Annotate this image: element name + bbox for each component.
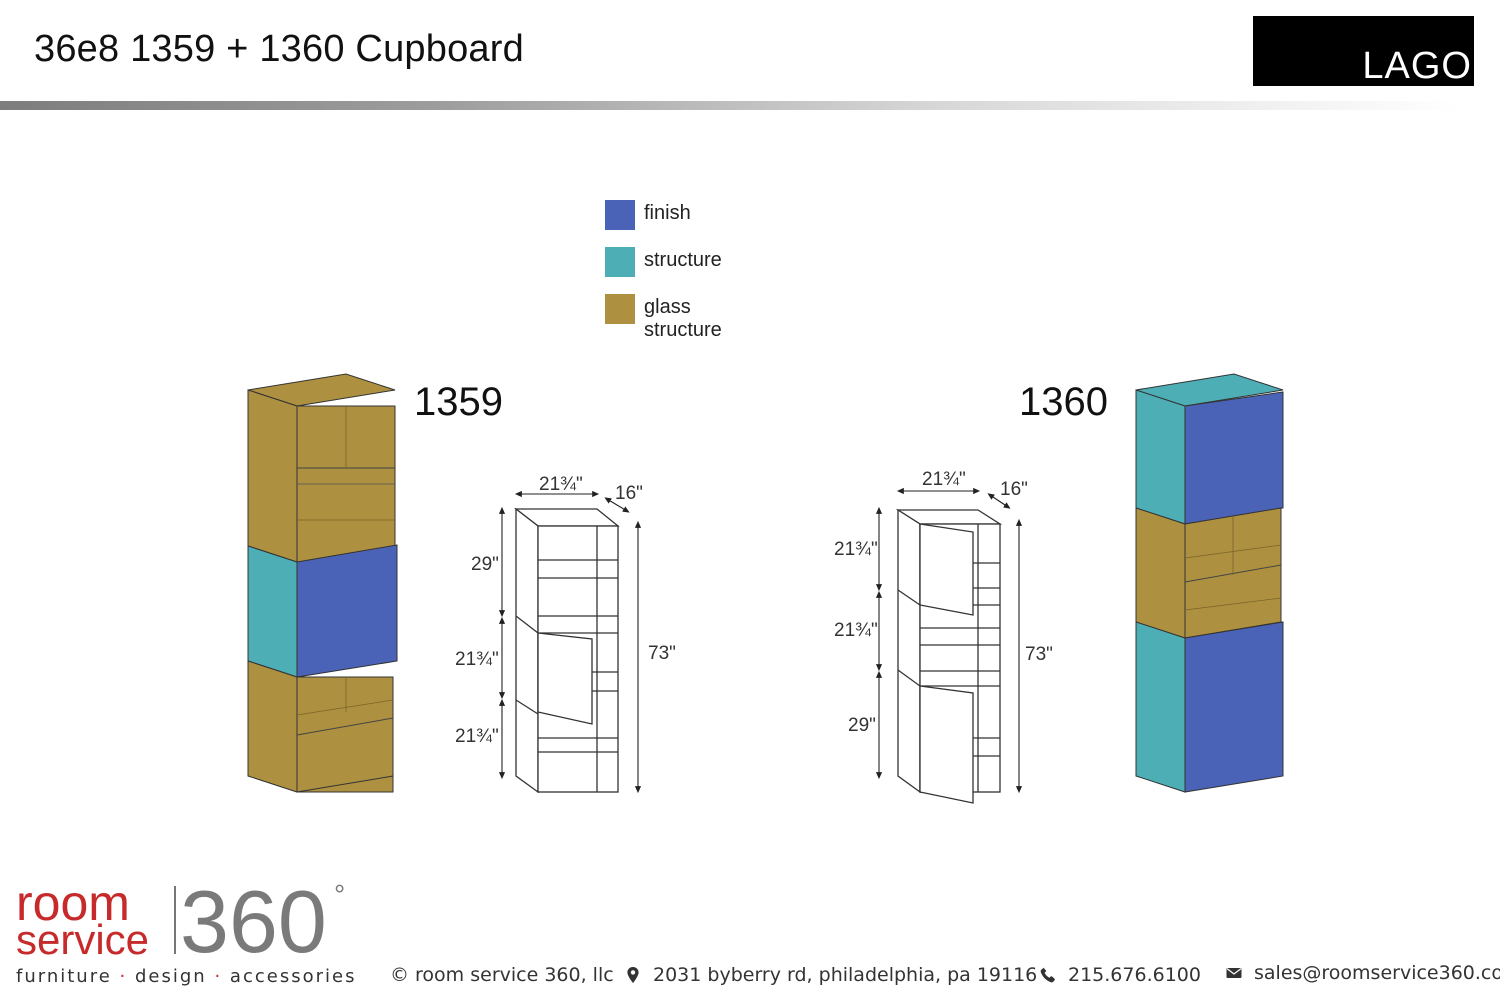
legend-swatch-glass-structure xyxy=(605,294,635,324)
render-1360-upper-door xyxy=(1184,391,1284,525)
model-label-1359: 1359 xyxy=(414,380,503,424)
tagline-separator: · xyxy=(119,966,128,987)
dimensions-1360 xyxy=(875,487,1023,794)
cupboard-diagrams: 21¾" 16" 29" 21¾" 21¾" 73" 21¾" 16" 21¾"… xyxy=(247,373,1284,804)
dim-1359-section-bottom: 21¾" xyxy=(455,726,499,747)
logo-degree-mark: ° xyxy=(334,879,345,910)
legend-label: structure xyxy=(644,249,722,271)
phone-item: 215.676.6100 xyxy=(1040,964,1201,986)
tagline-word: furniture xyxy=(16,966,112,987)
render-1360-upper-side xyxy=(1135,389,1186,525)
brand-logo-text: LAGO xyxy=(1362,45,1472,87)
envelope-icon xyxy=(1226,968,1242,978)
render-1359 xyxy=(247,373,398,793)
address-text: 2031 byberry rd, philadelphia, pa 19116 xyxy=(653,964,1038,986)
render-1359-middle-door xyxy=(296,544,398,678)
tagline-separator: · xyxy=(214,966,223,987)
render-1359-lower-front xyxy=(296,676,394,793)
email-link[interactable]: sales@roomservice360.com xyxy=(1254,962,1500,984)
address-item: 2031 byberry rd, philadelphia, pa 19116 xyxy=(625,964,1037,986)
brand-logo: LAGO xyxy=(1253,16,1474,87)
dim-1359-total-height: 73" xyxy=(648,643,676,664)
render-1360 xyxy=(1135,373,1284,793)
tagline-word: accessories xyxy=(229,966,357,987)
page-title: 36e8 1359 + 1360 Cupboard xyxy=(34,28,524,70)
dim-1360-total-height: 73" xyxy=(1025,644,1053,665)
logo-word-room: room xyxy=(16,875,130,931)
dim-1360-depth: 16" xyxy=(1000,479,1028,500)
legend-swatch-structure xyxy=(605,247,635,277)
tagline: furniture · design · accessories xyxy=(16,966,356,987)
room-service-360-logo: room service 360 ° xyxy=(16,872,345,971)
legend-label: finish xyxy=(644,202,691,224)
dim-1360-width: 21¾" xyxy=(922,469,966,490)
render-1359-upper-side xyxy=(247,389,298,563)
copyright-text: © room service 360, llc xyxy=(390,964,614,986)
render-1360-lower-door xyxy=(1184,621,1284,793)
header-divider xyxy=(0,101,1460,110)
phone-text[interactable]: 215.676.6100 xyxy=(1068,964,1201,986)
render-1360-lower-side xyxy=(1135,621,1186,793)
tagline-word: design xyxy=(135,966,207,987)
render-1359-middle-side xyxy=(247,545,298,678)
model-label-1360: 1360 xyxy=(1019,380,1108,424)
dim-1359-width: 21¾" xyxy=(539,474,583,495)
dim-1360-section-top: 21¾" xyxy=(834,539,878,560)
dim-1359-section-middle: 21¾" xyxy=(455,649,499,670)
linework-1360 xyxy=(895,508,1003,804)
legend-label: glass structure xyxy=(644,296,722,341)
render-1359-lower-side xyxy=(247,660,298,793)
phone-icon xyxy=(1040,967,1055,983)
dimensions-1359 xyxy=(498,490,642,794)
dim-1360-section-bottom: 29" xyxy=(848,715,876,736)
dim-1360-section-middle: 21¾" xyxy=(834,620,878,641)
dim-1359-section-top: 29" xyxy=(471,554,499,575)
linework-1359 xyxy=(514,507,620,794)
render-1360-middle-side xyxy=(1135,507,1186,639)
logo-number: 360 xyxy=(180,872,327,971)
legend-swatch-finish xyxy=(605,200,635,230)
dim-1359-depth: 16" xyxy=(615,483,643,504)
logo-word-service: service xyxy=(16,916,149,963)
map-marker-icon xyxy=(627,967,639,983)
email-item: sales@roomservice360.com xyxy=(1226,962,1500,984)
